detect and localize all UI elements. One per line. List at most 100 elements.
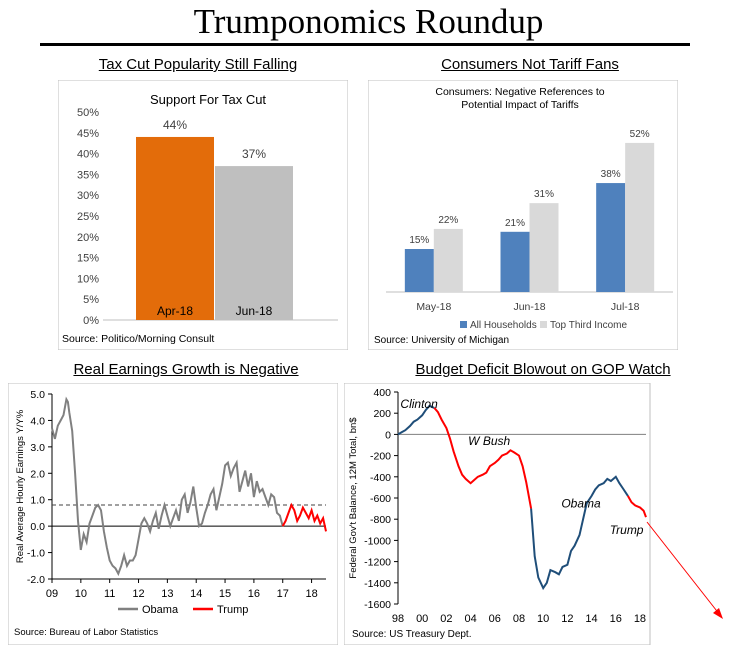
bar	[625, 142, 655, 292]
bar	[433, 228, 463, 292]
x-tick-label: 14	[190, 588, 202, 600]
series-line-trump	[281, 502, 327, 532]
y-tick-label: 0%	[83, 315, 99, 327]
chart-frame	[8, 383, 338, 645]
tariffs-chart: Consumers: Negative References toPotenti…	[368, 80, 678, 350]
series-line-w-bush	[433, 407, 533, 509]
y-tick-label: -1600	[364, 599, 391, 611]
category-label: Jun-18	[236, 304, 273, 318]
x-tick-label: 17	[277, 588, 289, 600]
legend-label: Top Third Income	[550, 320, 628, 331]
bar	[596, 183, 626, 292]
y-tick-label: 40%	[77, 149, 99, 161]
y-tick-label: 20%	[77, 232, 99, 244]
budget-deficit-chart: -1600-1400-1200-1000-800-600-400-2000200…	[344, 383, 723, 645]
section-title-tax-cut: Tax Cut Popularity Still Falling	[98, 56, 298, 73]
legend-label: Trump	[217, 604, 248, 616]
data-label: 31%	[534, 189, 554, 200]
y-tick-label: 3.0	[30, 442, 45, 454]
y-tick-label: 5.0	[30, 389, 45, 401]
y-tick-label: 200	[373, 408, 391, 420]
y-tick-label: -600	[370, 493, 391, 505]
category-label: Jun-18	[513, 301, 545, 313]
legend-label: Obama	[142, 604, 179, 616]
series-line-obama	[51, 396, 284, 577]
x-tick-label: 04	[464, 613, 476, 625]
data-label: 15%	[409, 235, 429, 246]
y-tick-label: -1400	[364, 578, 391, 590]
y-tick-label: -400	[370, 472, 391, 484]
y-tick-label: 2.0	[30, 468, 45, 480]
x-tick-label: 16	[610, 613, 622, 625]
x-tick-label: 12	[561, 613, 573, 625]
x-tick-label: 11	[104, 588, 115, 600]
series-line-obama	[530, 475, 629, 591]
y-axis-label: Federal Gov't Balance, 12M Total, bn$	[348, 417, 359, 579]
legend-label: All Households	[470, 320, 537, 331]
series-annotation: W Bush	[468, 434, 510, 448]
y-tick-label: -1000	[364, 535, 391, 547]
x-tick-label: 18	[305, 588, 317, 600]
real-earnings-chart: -2.0 -1.0 0.0 1.0 2.0 3.0 4.0 5.0 09 10 11 12 13 14 15…	[8, 383, 338, 645]
x-tick-label: 98	[392, 613, 404, 625]
series-annotation: Obama	[561, 497, 601, 511]
y-tick-label: 400	[373, 387, 391, 399]
x-tick-label: 14	[585, 613, 597, 625]
chart-title-line: Consumers: Negative References to	[435, 86, 604, 98]
bar	[136, 136, 214, 320]
legend-swatch	[540, 321, 547, 328]
x-tick-label: 02	[440, 613, 452, 625]
data-label: 21%	[505, 218, 525, 229]
y-tick-label: 15%	[77, 253, 99, 265]
x-tick-label: 15	[219, 588, 231, 600]
x-tick-label: 00	[416, 613, 428, 625]
data-label: 22%	[438, 215, 458, 226]
bar	[215, 166, 293, 320]
bar	[500, 231, 530, 292]
y-tick-label: 0.0	[30, 521, 45, 533]
data-label: 52%	[630, 129, 650, 140]
trend-arrow-head	[713, 608, 723, 619]
y-tick-label: 25%	[77, 211, 99, 223]
section-title-real-earnings: Real Earnings Growth is Negative	[73, 361, 299, 378]
x-tick-label: 16	[248, 588, 260, 600]
y-tick-label: -800	[370, 514, 391, 526]
category-label: Apr-18	[157, 304, 193, 318]
x-tick-label: 06	[489, 613, 501, 625]
y-tick-label: 10%	[77, 273, 99, 285]
chart-frame	[344, 383, 651, 645]
x-tick-label: 13	[161, 588, 173, 600]
title-rule	[40, 43, 690, 46]
legend-swatch	[460, 321, 467, 328]
x-tick-label: 10	[75, 588, 87, 600]
series-line-clinton	[397, 404, 435, 436]
y-tick-label: 45%	[77, 128, 99, 140]
bar	[529, 203, 559, 292]
y-tick-label: 0	[385, 429, 391, 441]
series-annotation: Trump	[610, 523, 644, 537]
series-annotation: Clinton	[400, 397, 438, 411]
section-title-budget-deficit: Budget Deficit Blowout on GOP Watch	[415, 361, 671, 378]
page-title: Trumponomics Roundup	[193, 2, 544, 41]
bar	[404, 249, 434, 292]
y-tick-label: 5%	[83, 294, 99, 306]
category-label: May-18	[416, 301, 451, 313]
y-axis-label: Real Average Hourly Earnings Y/Y%	[15, 409, 26, 563]
tax-cut-chart: Support For Tax Cut 0% 5% 10% 15% 20% 25% 30% 35…	[58, 80, 348, 350]
y-tick-label: -200	[370, 451, 391, 463]
x-tick-label: 09	[46, 588, 58, 600]
chart-title: Support For Tax Cut	[150, 92, 266, 107]
source-note: Source: University of Michigan	[374, 335, 509, 346]
data-label: 38%	[601, 169, 621, 180]
x-tick-label: 10	[537, 613, 549, 625]
x-tick-label: 12	[132, 588, 144, 600]
x-tick-label: 18	[634, 613, 646, 625]
source-note: Source: Politico/Morning Consult	[62, 333, 214, 345]
source-note: Source: US Treasury Dept.	[352, 629, 472, 640]
y-tick-label: 35%	[77, 169, 99, 181]
y-tick-label: -1.0	[27, 548, 45, 560]
y-tick-label: 30%	[77, 190, 99, 202]
source-note: Source: Bureau of Labor Statistics	[14, 627, 158, 638]
category-label: Jul-18	[611, 301, 640, 313]
